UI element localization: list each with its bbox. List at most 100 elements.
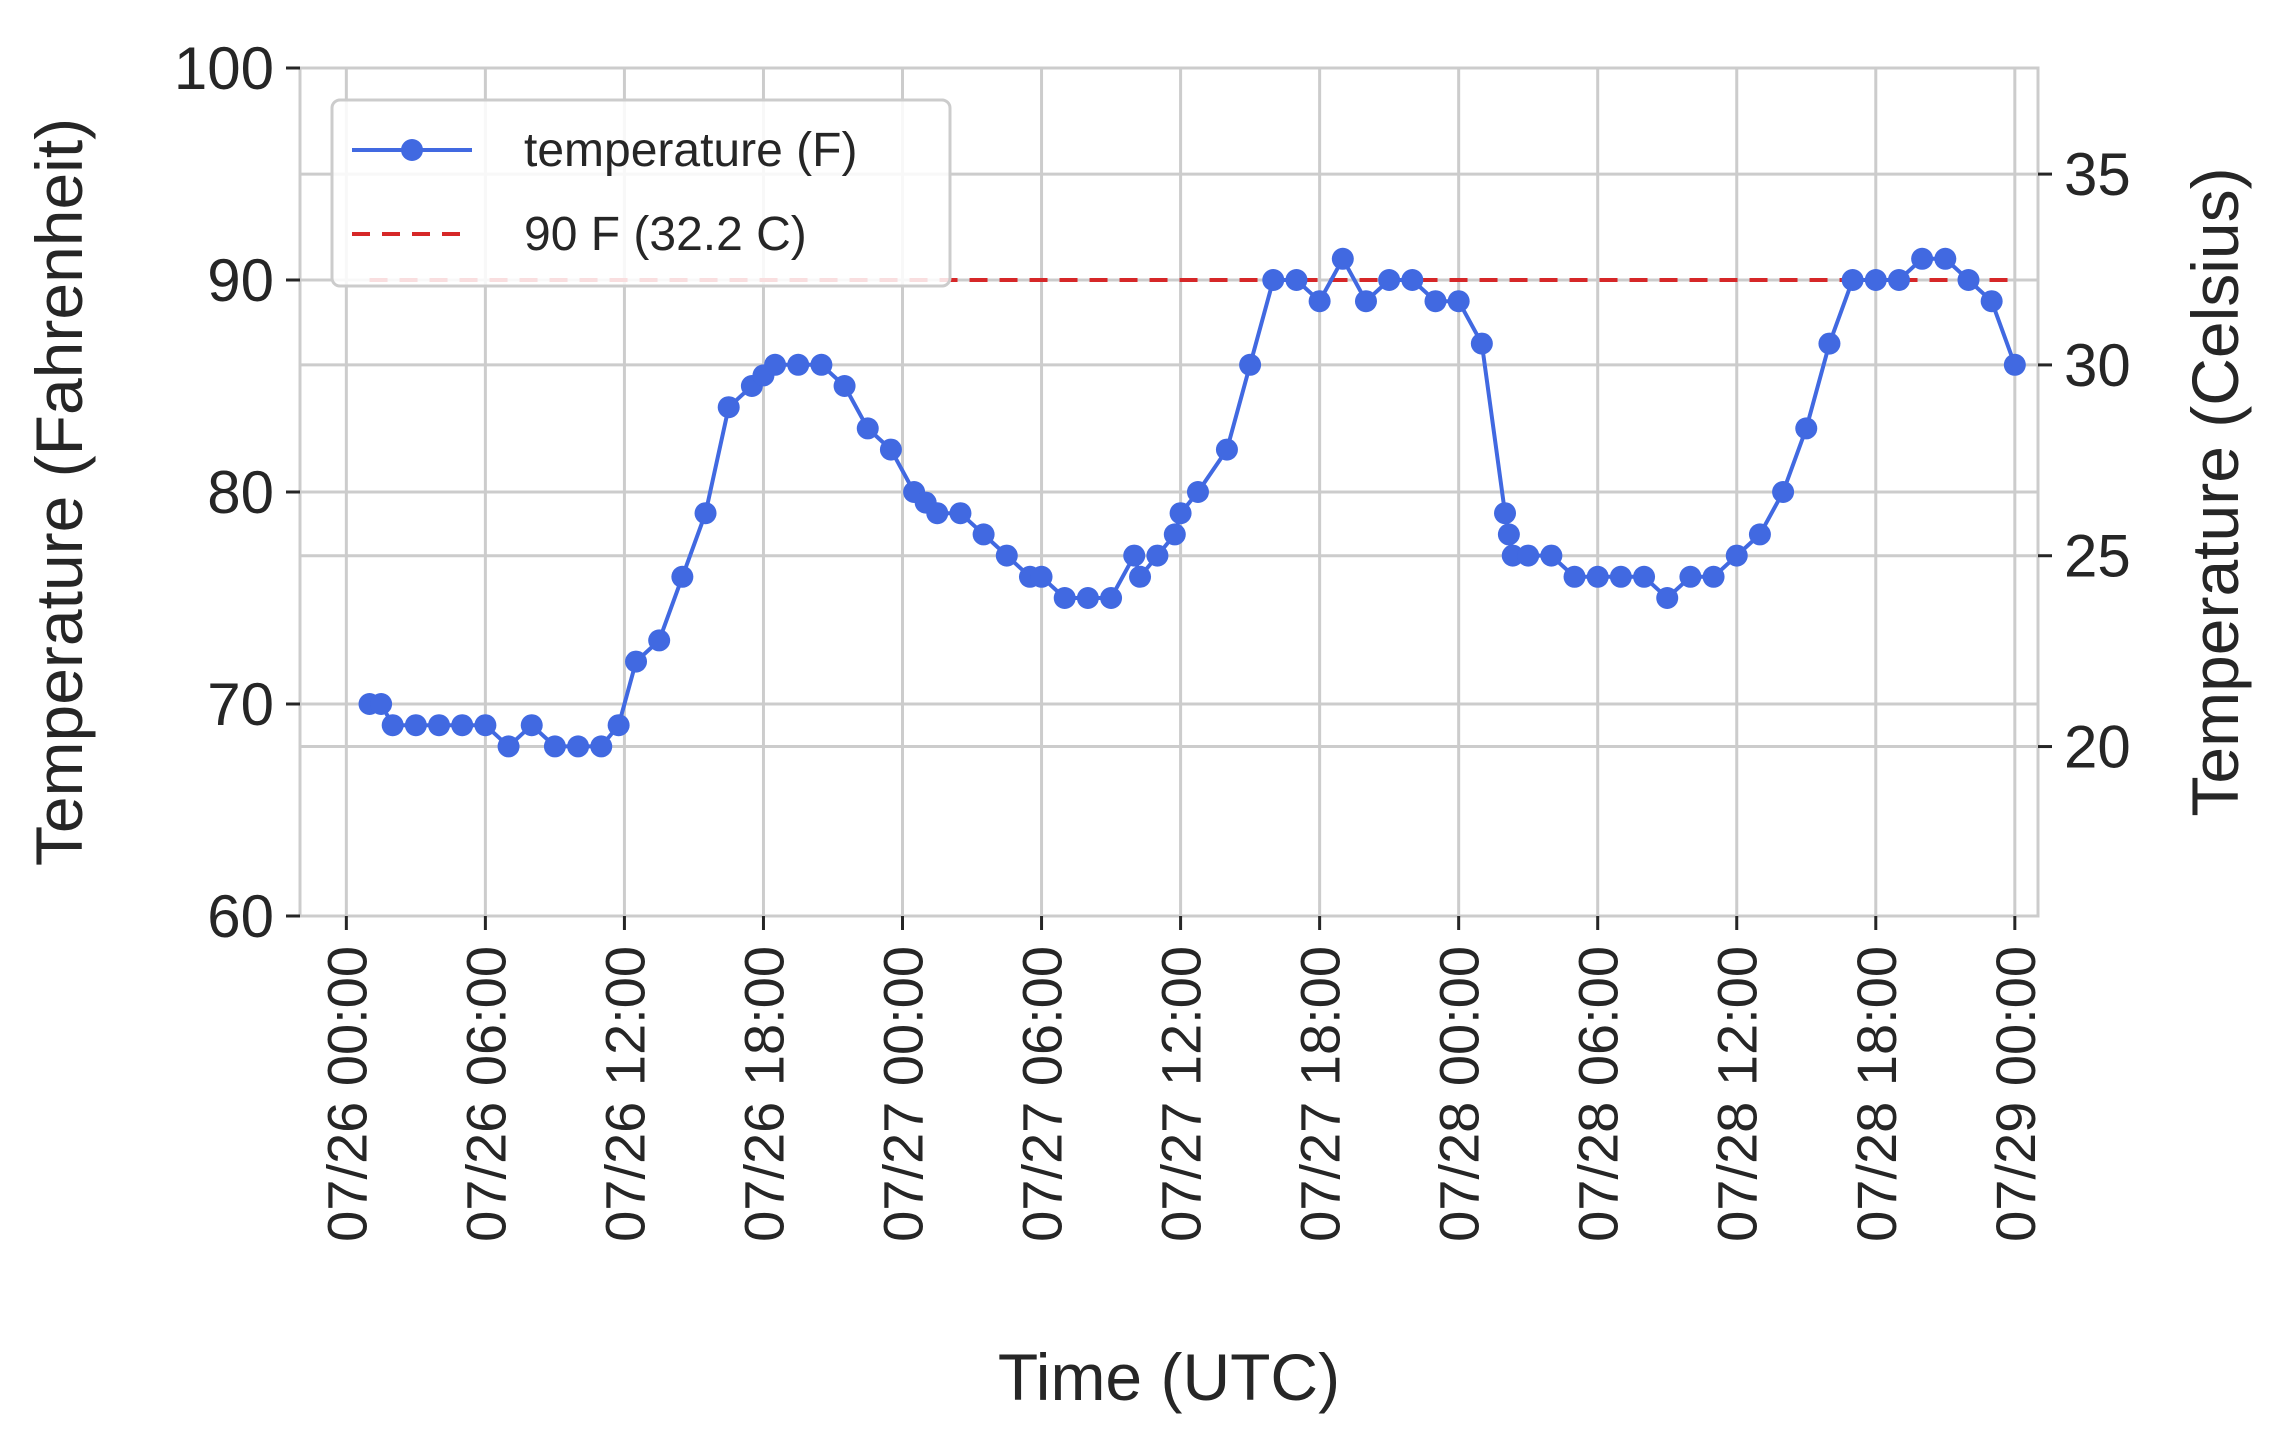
- x-axis-label: Time (UTC): [998, 1340, 1340, 1414]
- temperature-point: [1239, 353, 1262, 376]
- temperature-point: [497, 735, 520, 758]
- temperature-point: [1030, 565, 1053, 588]
- temperature-point: [1308, 290, 1331, 313]
- y-tick-label-left: 100: [174, 35, 274, 102]
- temperature-point: [1470, 332, 1493, 355]
- temperature-point: [1053, 587, 1076, 609]
- temperature-point: [764, 353, 787, 376]
- temperature-point: [1517, 544, 1540, 567]
- y-axis-label-left: Temperature (Fahrenheit): [22, 118, 96, 866]
- temperature-point: [1215, 438, 1238, 461]
- temperature-point: [1563, 565, 1586, 588]
- temperature-point: [926, 502, 949, 525]
- x-tick-label: 07/29 00:00: [1984, 946, 2047, 1242]
- x-tick-label: 07/28 00:00: [1428, 946, 1491, 1242]
- temperature-point: [1957, 269, 1980, 291]
- temperature-point: [1169, 502, 1192, 525]
- legend-marker-temperature: [401, 139, 423, 161]
- y-tick-label-left: 60: [207, 883, 274, 950]
- temperature-point: [694, 502, 717, 525]
- temperature-point: [1748, 523, 1771, 546]
- y-tick-label-right: 25: [2064, 523, 2131, 590]
- y-axis-right: 20 25 30 35: [2038, 141, 2131, 781]
- x-tick-label: 07/27 00:00: [872, 946, 935, 1242]
- temperature-point: [1911, 247, 1934, 270]
- y-axis-left: 60 70 80 90 100: [174, 35, 300, 950]
- temperature-point: [625, 650, 648, 673]
- temperature-point: [1262, 269, 1285, 291]
- temperature-point: [1285, 269, 1308, 291]
- y-tick-label-left: 90: [207, 247, 274, 314]
- temperature-point: [428, 714, 451, 737]
- temperature-point: [543, 735, 566, 758]
- temperature-point: [381, 714, 404, 737]
- temperature-point: [949, 502, 972, 525]
- temperature-point: [1725, 544, 1748, 567]
- temperature-point: [520, 714, 543, 737]
- temperature-point: [833, 375, 856, 397]
- x-tick-label: 07/27 12:00: [1150, 946, 1213, 1242]
- temperature-point: [1076, 587, 1099, 609]
- temperature-point: [1702, 565, 1725, 588]
- temperature-point: [1331, 247, 1354, 270]
- y-tick-label-right: 35: [2064, 141, 2131, 208]
- temperature-point: [2003, 353, 2026, 376]
- x-tick-label: 07/27 06:00: [1011, 946, 1074, 1242]
- temperature-point: [1679, 565, 1702, 588]
- temperature-point: [1354, 290, 1377, 313]
- y-tick-label-right: 30: [2064, 332, 2131, 399]
- temperature-point: [1494, 502, 1517, 525]
- temperature-point: [1934, 247, 1957, 270]
- temperature-point: [1378, 269, 1401, 291]
- legend: temperature (F) 90 F (32.2 C): [330, 98, 952, 288]
- temperature-point: [1186, 481, 1209, 503]
- temperature-point: [567, 735, 590, 758]
- temperature-point: [474, 714, 497, 737]
- temperature-point: [590, 735, 613, 758]
- temperature-point: [1100, 587, 1123, 609]
- temperature-point: [1447, 290, 1470, 313]
- temperature-point: [370, 693, 393, 715]
- temperature-point: [1424, 290, 1447, 313]
- temperature-point: [648, 629, 671, 652]
- temperature-point: [1609, 565, 1632, 588]
- y-axis-label-right: Temperature (Celsius): [2178, 167, 2252, 816]
- temperature-point: [787, 353, 810, 376]
- temperature-point: [1841, 269, 1864, 291]
- temperature-point: [1497, 523, 1520, 546]
- legend-label-temperature: temperature (F): [524, 124, 857, 177]
- temperature-point: [451, 714, 474, 737]
- temperature-point: [1163, 523, 1186, 546]
- temperature-point: [1633, 565, 1656, 588]
- temperature-point: [1864, 269, 1887, 291]
- temperature-point: [607, 714, 630, 737]
- x-tick-label: 07/28 06:00: [1567, 946, 1630, 1242]
- temperature-point: [1146, 544, 1169, 567]
- temperature-point: [879, 438, 902, 461]
- x-tick-label: 07/26 18:00: [732, 946, 795, 1242]
- legend-box: [330, 98, 952, 288]
- temperature-point: [404, 714, 427, 737]
- temperature-point: [1795, 417, 1818, 440]
- temperature-point: [1129, 565, 1152, 588]
- temperature-point: [856, 417, 879, 440]
- temperature-point: [1818, 332, 1841, 355]
- x-tick-label: 07/27 18:00: [1289, 946, 1352, 1242]
- temperature-point: [1540, 544, 1563, 567]
- x-tick-label: 07/26 12:00: [593, 946, 656, 1242]
- temperature-point: [1656, 587, 1679, 609]
- temperature-point: [972, 523, 995, 546]
- x-tick-label: 07/26 00:00: [315, 946, 378, 1242]
- temperature-point: [1123, 544, 1146, 567]
- y-tick-label-left: 70: [207, 671, 274, 738]
- temperature-point: [810, 353, 833, 376]
- x-tick-label: 07/28 12:00: [1706, 946, 1769, 1242]
- temperature-point: [1772, 481, 1795, 503]
- legend-label-threshold: 90 F (32.2 C): [524, 208, 807, 261]
- temperature-point: [1980, 290, 2003, 313]
- x-axis: 07/26 00:00 07/26 06:00 07/26 12:00 07/26 1…: [315, 916, 2047, 1242]
- temperature-point: [995, 544, 1018, 567]
- temperature-point: [1586, 565, 1609, 588]
- temperature-point: [717, 396, 740, 419]
